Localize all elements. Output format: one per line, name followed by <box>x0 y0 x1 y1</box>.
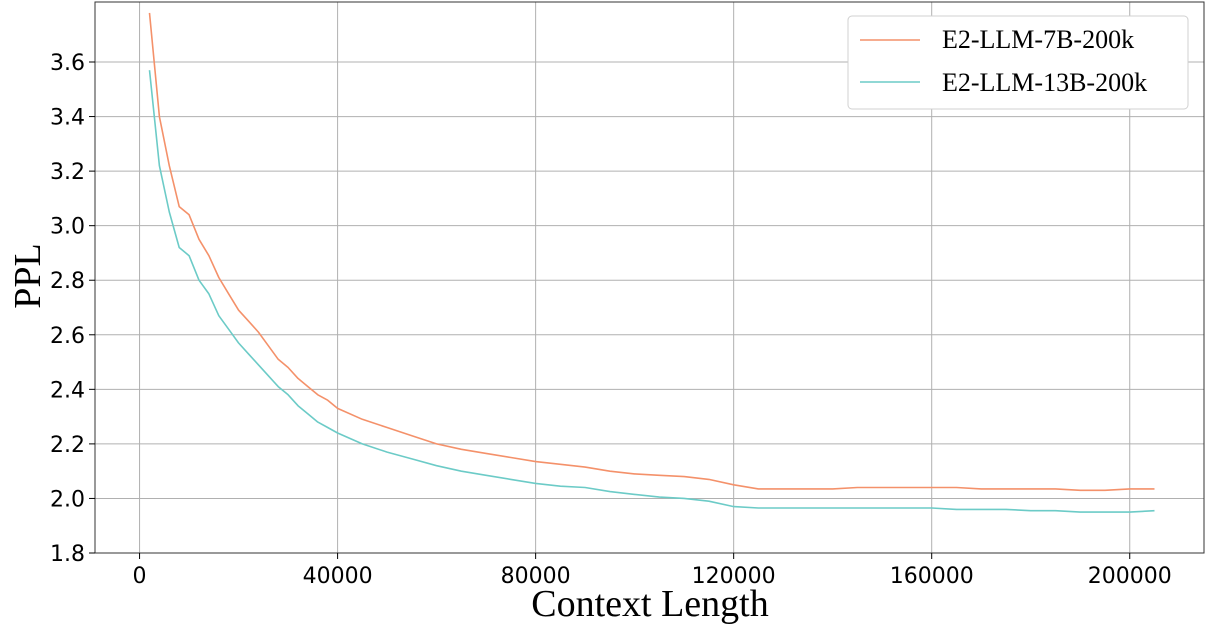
legend: E2-LLM-7B-200k E2-LLM-13B-200k <box>847 15 1189 110</box>
y-tick-label: 3.4 <box>50 106 85 131</box>
y-tick-label: 2.0 <box>50 487 85 512</box>
x-tick-label: 40000 <box>303 564 373 589</box>
x-tick-label: 120000 <box>692 564 776 589</box>
y-tick-label: 3.2 <box>50 160 85 185</box>
y-tick-label: 2.2 <box>50 433 85 458</box>
x-tick-label: 200000 <box>1088 564 1172 589</box>
legend-box <box>847 15 1189 110</box>
series-line-7b <box>148 12 1155 492</box>
legend-label-13b: E2-LLM-13B-200k <box>942 68 1147 97</box>
legend-label-7b: E2-LLM-7B-200k <box>942 25 1134 54</box>
y-tick-label: 2.8 <box>50 269 85 294</box>
x-axis-title: Context Length <box>531 583 768 625</box>
series-lines <box>148 12 1155 513</box>
y-tick-label: 3.0 <box>50 215 85 240</box>
axis-ticks: 0 40000 80000 120000 160000 200000 1.8 2.0 2.2 2.… <box>50 51 1172 589</box>
y-tick-label: 3.6 <box>50 51 85 76</box>
y-axis-title: PPL <box>7 243 49 308</box>
x-tick-label: 0 <box>133 564 147 589</box>
x-tick-label: 160000 <box>890 564 974 589</box>
series-line-13b <box>148 70 1155 513</box>
y-tick-label: 2.6 <box>50 324 85 349</box>
plot-frame <box>94 1 1205 554</box>
y-tick-label: 1.8 <box>50 542 85 567</box>
y-tick-label: 2.4 <box>50 378 85 403</box>
x-tick-label: 80000 <box>501 564 571 589</box>
